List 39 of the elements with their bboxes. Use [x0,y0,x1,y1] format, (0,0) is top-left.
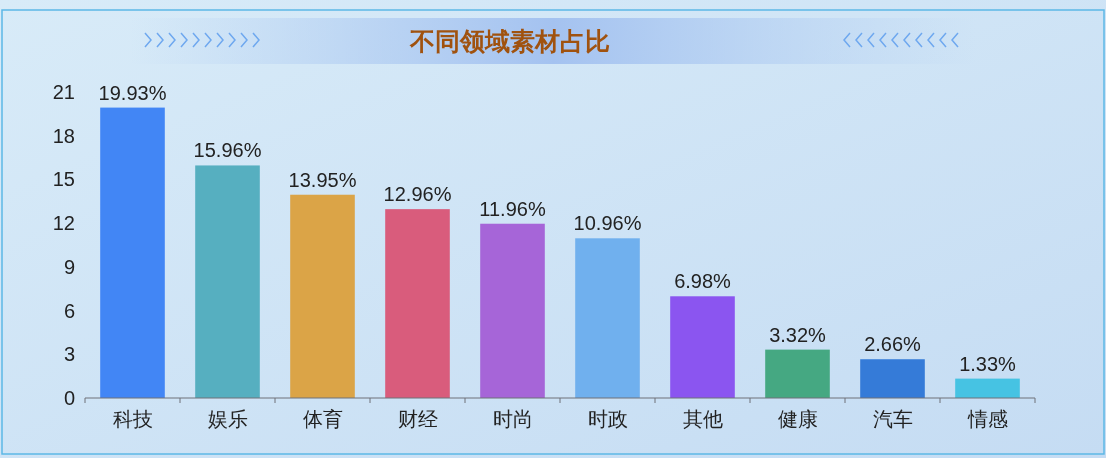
bar [290,194,355,398]
data-label: 13.95% [288,168,357,191]
data-label: 15.96% [193,139,262,162]
data-label: 3.32% [769,323,827,346]
x-tick-label: 时尚 [492,408,533,430]
y-tick-label: 6 [63,299,75,322]
x-tick-label: 其他 [682,408,723,430]
x-tick-label: 财经 [397,408,438,430]
data-label: 10.96% [573,212,642,235]
x-tick-label: 娱乐 [207,408,248,430]
x-tick-label: 情感 [966,408,1008,430]
data-label: 1.33% [959,352,1017,375]
bar [860,359,925,398]
chart-title: 不同领域素材占比 [409,27,610,55]
bar [195,165,260,398]
bar [480,223,545,398]
data-label: 2.66% [864,333,922,356]
y-tick-label: 12 [52,212,75,235]
bar [100,107,165,398]
bar [670,296,735,398]
x-tick-label: 健康 [777,408,818,430]
y-tick-label: 9 [63,255,75,278]
data-label: 19.93% [98,81,167,104]
bar [385,209,450,398]
y-tick-label: 21 [52,81,75,103]
x-tick-label: 科技 [112,408,153,430]
data-label: 12.96% [383,183,452,206]
y-tick-label: 18 [52,124,75,147]
y-tick-label: 3 [63,343,75,366]
bar [765,349,830,398]
bar [575,238,640,398]
x-tick-label: 时政 [587,408,628,430]
data-label: 6.98% [674,270,732,293]
y-tick-label: 15 [52,168,75,191]
x-tick-label: 体育 [302,408,343,430]
y-tick-label: 0 [63,387,75,409]
data-label: 11.96% [479,197,546,220]
x-tick-label: 汽车 [872,408,913,430]
bar [955,378,1020,398]
